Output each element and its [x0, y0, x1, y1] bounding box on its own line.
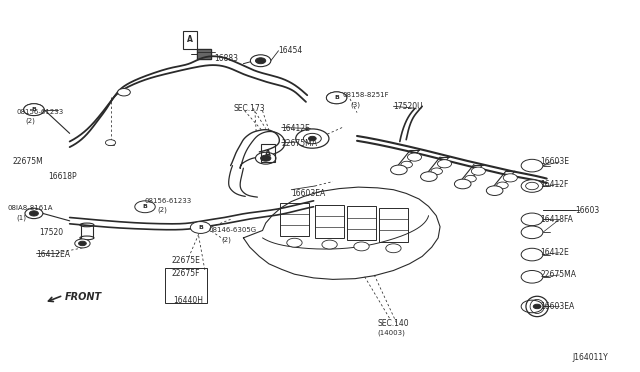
Circle shape — [497, 182, 508, 189]
Circle shape — [106, 140, 116, 145]
Circle shape — [420, 172, 437, 182]
Circle shape — [287, 238, 302, 247]
Text: 16618P: 16618P — [49, 172, 77, 181]
Text: 17520: 17520 — [39, 228, 63, 237]
Text: 16603E: 16603E — [540, 157, 570, 166]
Circle shape — [250, 55, 271, 67]
Text: 08156-61233: 08156-61233 — [17, 109, 64, 115]
Circle shape — [24, 104, 44, 116]
Text: 22675MA: 22675MA — [282, 139, 317, 148]
Text: 16418FA: 16418FA — [540, 215, 573, 224]
Circle shape — [521, 226, 543, 238]
Circle shape — [326, 92, 347, 104]
Bar — [379, 208, 408, 241]
Text: 16440H: 16440H — [173, 296, 203, 305]
Circle shape — [296, 129, 329, 148]
Text: (2): (2) — [157, 207, 167, 213]
Circle shape — [486, 186, 503, 195]
Circle shape — [408, 153, 422, 161]
Text: 16603EA: 16603EA — [540, 302, 575, 311]
Text: 16412EA: 16412EA — [36, 250, 70, 259]
Text: SEC.140: SEC.140 — [378, 319, 409, 328]
Text: (2): (2) — [25, 118, 35, 124]
Circle shape — [303, 134, 321, 144]
Text: 22675M: 22675M — [12, 157, 43, 166]
Circle shape — [521, 213, 543, 226]
Text: SEC.173: SEC.173 — [234, 104, 266, 113]
Text: 16412E: 16412E — [282, 124, 310, 133]
Text: 16603EA: 16603EA — [291, 189, 326, 198]
Circle shape — [431, 168, 442, 174]
Bar — [316, 205, 344, 238]
Text: (2): (2) — [221, 237, 231, 243]
Circle shape — [521, 180, 543, 192]
Text: FRONT: FRONT — [65, 292, 102, 302]
Text: B: B — [143, 204, 147, 209]
Circle shape — [525, 182, 538, 190]
Text: B: B — [334, 95, 339, 100]
Circle shape — [521, 300, 543, 313]
Circle shape — [471, 167, 485, 175]
Polygon shape — [197, 49, 211, 59]
Text: A: A — [266, 148, 271, 157]
Text: J164011Y: J164011Y — [572, 353, 608, 362]
Circle shape — [24, 104, 44, 116]
Circle shape — [465, 175, 476, 182]
Text: (3): (3) — [351, 101, 361, 108]
Bar — [261, 144, 275, 162]
Bar — [347, 206, 376, 240]
Text: 22675F: 22675F — [172, 269, 200, 278]
Circle shape — [190, 222, 211, 234]
Text: 22675MA: 22675MA — [540, 270, 577, 279]
Circle shape — [438, 160, 452, 168]
Bar — [182, 31, 196, 49]
Circle shape — [260, 155, 271, 161]
Text: 17520U: 17520U — [394, 102, 423, 111]
Circle shape — [25, 208, 43, 219]
Circle shape — [521, 159, 543, 172]
Circle shape — [521, 270, 543, 283]
Text: 16412E: 16412E — [540, 248, 569, 257]
Circle shape — [401, 161, 412, 168]
Text: 16412F: 16412F — [540, 180, 569, 189]
Text: 22675E: 22675E — [172, 256, 201, 264]
Circle shape — [79, 241, 86, 246]
Circle shape — [322, 240, 337, 249]
Circle shape — [75, 239, 90, 248]
Text: 16454: 16454 — [278, 46, 303, 55]
Text: (14003): (14003) — [378, 329, 405, 336]
Circle shape — [135, 201, 156, 213]
Text: 16883: 16883 — [214, 54, 239, 62]
Bar — [197, 49, 211, 59]
Text: 16603: 16603 — [575, 206, 600, 215]
Circle shape — [533, 304, 541, 309]
Circle shape — [308, 137, 316, 141]
Text: 08IA8-8161A: 08IA8-8161A — [7, 205, 52, 211]
Circle shape — [503, 174, 517, 182]
Circle shape — [255, 58, 266, 64]
Text: A: A — [187, 35, 193, 45]
Text: (1): (1) — [17, 214, 27, 221]
Text: 08156-61233: 08156-61233 — [145, 198, 191, 204]
Bar — [166, 267, 207, 303]
Circle shape — [390, 165, 407, 175]
Text: 08146-6305G: 08146-6305G — [208, 227, 257, 234]
Circle shape — [354, 242, 369, 251]
Circle shape — [255, 152, 276, 164]
Circle shape — [118, 89, 131, 96]
Text: 08158-8251F: 08158-8251F — [342, 92, 389, 98]
Circle shape — [326, 92, 347, 104]
Text: B: B — [31, 107, 36, 112]
Circle shape — [29, 211, 38, 216]
Circle shape — [521, 248, 543, 261]
Bar — [280, 203, 309, 236]
Circle shape — [454, 179, 471, 189]
Circle shape — [386, 244, 401, 253]
Text: B: B — [198, 225, 203, 230]
